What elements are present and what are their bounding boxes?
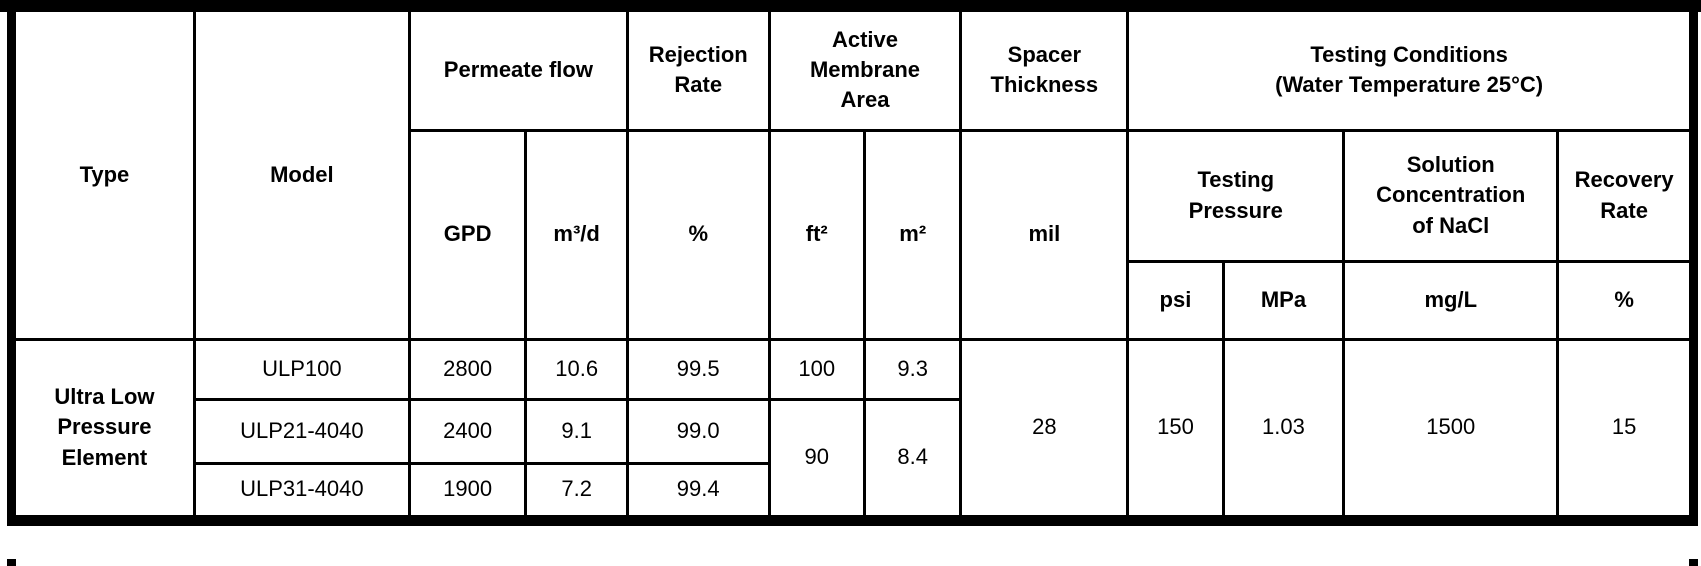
m2-value-cell: 8.4 [862,397,963,522]
psi-value-cell: 150 [1126,337,1225,522]
m2-unit-cell: m² [862,128,963,341]
table-row: ULP21-4040 2400 9.1 99.0 90 8.4 [12,397,1694,522]
mpa-unit-cell: MPa [1221,259,1346,341]
rejection-value-cell: 99.4 [625,461,771,522]
testing-conditions-header: Testing Conditions (Water Temperature 25… [1126,4,1695,132]
m3d-value-cell: 7.2 [524,461,629,522]
recovery-unit-cell: % [1556,259,1695,341]
gpd-value-cell: 2800 [407,337,528,401]
rejection-value-cell: 99.5 [625,337,771,401]
model-cell: ULP21-4040 [192,397,411,465]
model-cell: ULP31-4040 [192,461,411,522]
psi-unit-cell: psi [1126,259,1225,341]
element-type-cell: Ultra Low Pressure Element [10,337,196,522]
gpd-value-cell: 2400 [407,397,528,465]
mpa-value-cell: 1.03 [1221,337,1346,522]
table-row: ULP31-4040 1900 7.2 99.4 [12,461,1694,522]
table-continuation-strip [7,559,1698,566]
testing-pressure-header: Testing Pressure [1126,128,1346,263]
mgl-unit-cell: mg/L [1342,259,1560,341]
header-row-3: psi MPa mg/L % [12,259,1695,341]
m3d-value-cell: 9.1 [524,397,629,465]
rejection-value-cell: 99.0 [625,397,771,465]
spacer-thickness-header: Spacer Thickness [959,4,1130,132]
nacl-value-cell: 1500 [1342,337,1560,522]
solution-concentration-header: Solution Concentration of NaCl [1342,128,1560,263]
table-row: Ultra Low Pressure Element ULP100 2800 1… [10,337,1695,522]
model-header-cell: Model [192,4,411,341]
m3d-value-cell: 10.6 [524,337,629,401]
table-header: Type Model Permeate flow Rejection Rate … [10,4,1695,341]
membrane-spec-table: Type Model Permeate flow Rejection Rate … [7,0,1698,526]
m2-value-cell: 9.3 [862,337,963,401]
model-cell: ULP100 [192,337,411,401]
header-row-1: Type Model Permeate flow Rejection Rate … [10,4,1695,341]
table-body: Ultra Low Pressure Element ULP100 2800 1… [10,337,1695,522]
ft2-value-cell: 90 [767,397,866,522]
rejection-rate-header: Rejection Rate [625,4,771,132]
gpd-unit-cell: GPD [407,128,528,341]
ft2-value-cell: 100 [767,337,866,401]
spacer-value-cell: 28 [959,337,1130,522]
header-row-2: GPD m³/d % ft² m² mil Testing Pressure S… [12,128,1695,341]
rejection-unit-cell: % [625,128,771,341]
recovery-rate-header: Recovery Rate [1556,128,1695,263]
recovery-value-cell: 15 [1556,337,1695,522]
active-membrane-area-header: Active Membrane Area [767,4,963,132]
gpd-value-cell: 1900 [407,461,528,522]
m3d-unit-cell: m³/d [524,128,629,341]
type-header-cell: Type [10,4,196,341]
ft2-unit-cell: ft² [767,128,866,341]
permeate-flow-header: Permeate flow [407,4,629,132]
mil-unit-cell: mil [959,128,1130,341]
